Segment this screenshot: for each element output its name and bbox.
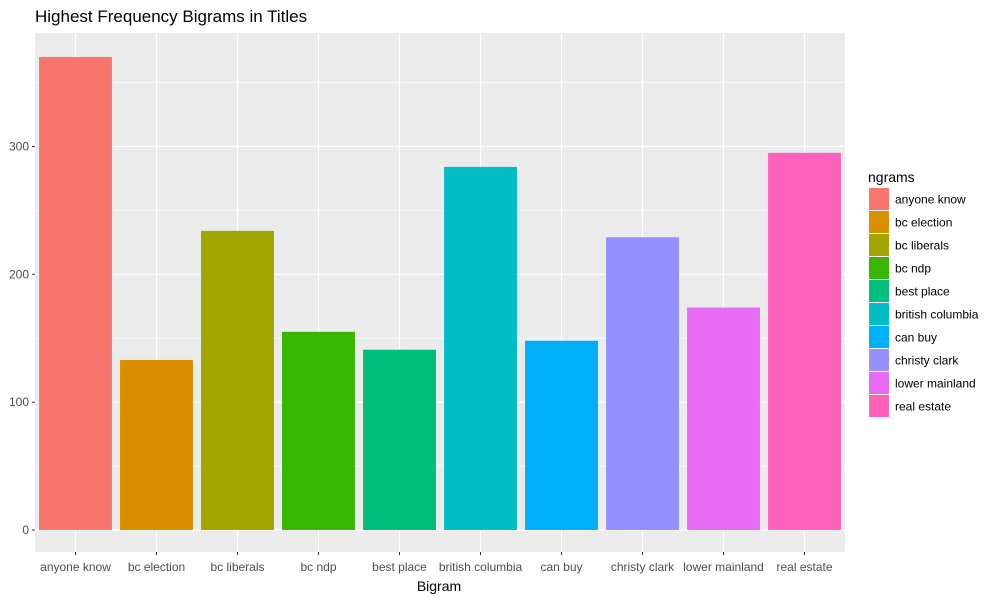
legend: anyone know bc election bc liberals bc ndp b… bbox=[869, 188, 979, 417]
bar-bc-election bbox=[120, 359, 193, 530]
x-tick-label: bc ndp bbox=[300, 560, 336, 574]
legend-key bbox=[869, 280, 889, 302]
x-tick-label: british columbia bbox=[439, 560, 523, 574]
x-tick-label: can buy bbox=[540, 560, 582, 574]
bar-christy-clark bbox=[606, 237, 679, 530]
x-tick-label: lower mainland bbox=[683, 560, 764, 574]
bar-best-place bbox=[363, 349, 436, 530]
legend-key bbox=[869, 349, 889, 371]
legend-key bbox=[869, 211, 889, 233]
legend-label: anyone know bbox=[895, 193, 966, 207]
legend-title: ngrams bbox=[868, 169, 915, 185]
x-tick-label: christy clark bbox=[611, 560, 675, 574]
legend-label: can buy bbox=[895, 331, 937, 345]
legend-key bbox=[869, 326, 889, 348]
legend-key bbox=[869, 257, 889, 279]
x-tick-label: bc election bbox=[128, 560, 185, 574]
legend-key bbox=[869, 234, 889, 256]
bar-bc-ndp bbox=[282, 331, 355, 530]
legend-label: best place bbox=[895, 285, 950, 299]
bar-bc-liberals bbox=[201, 230, 274, 530]
legend-label: bc election bbox=[895, 216, 952, 230]
chart-title: Highest Frequency Bigrams in Titles bbox=[35, 7, 307, 26]
x-tick-label: best place bbox=[372, 560, 427, 574]
bar-real-estate bbox=[768, 152, 841, 530]
y-tick-label: 100 bbox=[9, 395, 29, 409]
x-tick-label: bc liberals bbox=[210, 560, 264, 574]
bars bbox=[39, 56, 841, 531]
x-tick-label: real estate bbox=[776, 560, 832, 574]
legend-label: real estate bbox=[895, 400, 951, 414]
legend-label: christy clark bbox=[895, 354, 959, 368]
legend-key bbox=[869, 395, 889, 417]
x-tick-label: anyone know bbox=[40, 560, 111, 574]
y-tick-label: 300 bbox=[9, 139, 29, 153]
legend-label: bc ndp bbox=[895, 262, 931, 276]
bar-anyone-know bbox=[39, 56, 112, 531]
legend-key bbox=[869, 188, 889, 210]
bar-can-buy bbox=[525, 340, 598, 530]
y-tick-label: 0 bbox=[22, 523, 29, 537]
legend-label: lower mainland bbox=[895, 377, 976, 391]
y-tick-label: 200 bbox=[9, 267, 29, 281]
legend-key bbox=[869, 303, 889, 325]
bar-british-columbia bbox=[444, 166, 517, 530]
x-axis-title: Bigram bbox=[417, 578, 461, 594]
y-axis-ticks: 0 100 200 300 bbox=[9, 139, 35, 537]
x-axis-ticks: anyone know bc election bc liberals bc ndp b… bbox=[40, 552, 833, 574]
legend-label: bc liberals bbox=[895, 239, 949, 253]
bar-lower-mainland bbox=[687, 307, 760, 530]
legend-label: british columbia bbox=[895, 308, 979, 322]
legend-key bbox=[869, 372, 889, 394]
